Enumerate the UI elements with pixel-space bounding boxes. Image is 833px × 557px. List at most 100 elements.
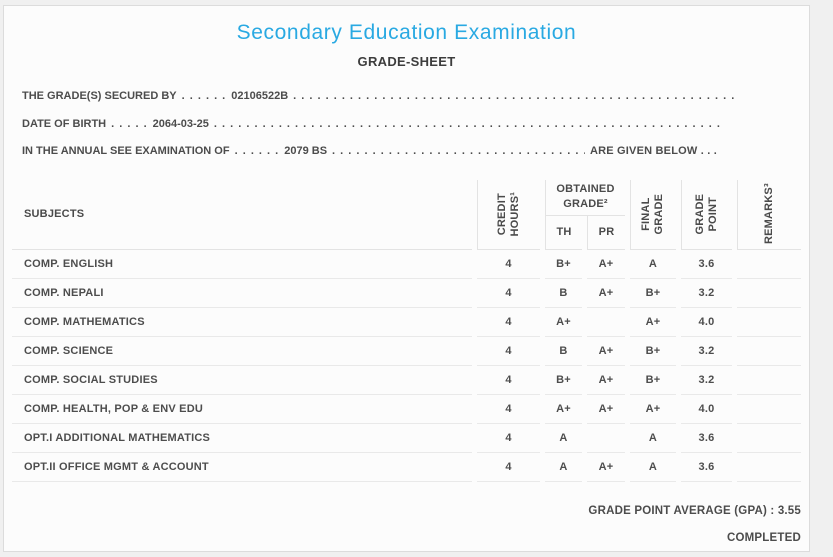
cell-credit-hours: 4	[477, 308, 540, 337]
exam-year-value: 2079 BS	[284, 145, 328, 157]
info-label: THE GRADE(S) SECURED BY	[22, 90, 177, 102]
dot-leader: . . . . .	[111, 117, 148, 130]
cell-pr-grade: A+	[587, 337, 625, 366]
cell-grade-point: 3.6	[681, 424, 732, 453]
cell-pr-grade	[587, 308, 625, 337]
cell-pr-grade: A+	[587, 366, 625, 395]
cell-grade-point: 3.6	[681, 453, 732, 482]
cell-grade-point: 3.6	[681, 250, 732, 279]
gpa-line: GRADE POINT AVERAGE (GPA) : 3.55	[588, 504, 801, 517]
cell-credit-hours: 4	[477, 424, 540, 453]
cell-pr-grade	[587, 424, 625, 453]
header-obtained-grade-label: OBTAINED GRADE²	[556, 183, 615, 210]
header-remarks: REMARKS³	[737, 179, 801, 250]
page-title: Secondary Education Examination	[236, 21, 577, 44]
grades-table: SUBJECTS CREDIT HOURS¹ OBTAINED GRADE² T…	[12, 179, 801, 482]
header-credit-hours-label: CREDIT HOURS¹	[495, 191, 521, 237]
header-th: TH	[545, 215, 582, 250]
table-row: COMP. HEALTH, POP & ENV EDU 4 A+ A+ A+ 4…	[12, 395, 801, 424]
cell-grade-point: 3.2	[681, 279, 732, 308]
cell-grade-point: 4.0	[681, 308, 732, 337]
summary-section: GRADE POINT AVERAGE (GPA) : 3.55 COMPLET…	[12, 498, 801, 552]
cell-th-grade: A	[545, 424, 582, 453]
cell-final-grade: A+	[630, 308, 676, 337]
cell-th-grade: A+	[545, 395, 582, 424]
cell-credit-hours: 4	[477, 250, 540, 279]
info-suffix: ARE GIVEN BELOW . . .	[589, 145, 717, 157]
cell-grade-point: 3.2	[681, 337, 732, 366]
dot-leader: . . . . . .	[181, 90, 227, 102]
header-pr: PR	[587, 215, 625, 250]
cell-final-grade: A	[630, 424, 676, 453]
table-row: COMP. ENGLISH 4 B+ A+ A 3.6	[12, 250, 801, 279]
cell-remarks	[737, 424, 801, 453]
table-row: COMP. SCIENCE 4 B A+ B+ 3.2	[12, 337, 801, 366]
student-info-section: THE GRADE(S) SECURED BY . . . . . . 0210…	[12, 90, 801, 173]
status-completed: COMPLETED	[727, 531, 801, 544]
cell-subject: COMP. NEPALI	[12, 279, 472, 308]
cell-remarks	[737, 366, 801, 395]
cell-final-grade: B+	[630, 279, 676, 308]
cell-th-grade: B	[545, 279, 582, 308]
info-line-secured-by: THE GRADE(S) SECURED BY . . . . . . 0210…	[12, 90, 739, 118]
cell-th-grade: B+	[545, 250, 582, 279]
table-row: COMP. MATHEMATICS 4 A+ A+ 4.0	[12, 308, 801, 337]
cell-pr-grade: A+	[587, 250, 625, 279]
header-grade-point-label: GRADE POINT	[693, 193, 719, 235]
page-subtitle: GRADE-SHEET	[357, 54, 456, 69]
header-final-grade-label: FINAL GRADE	[640, 193, 666, 235]
date-of-birth-value: 2064-03-25	[152, 117, 209, 130]
table-row: OPT.I ADDITIONAL MATHEMATICS 4 A A 3.6	[12, 424, 801, 453]
header-obtained-grade: OBTAINED GRADE²	[545, 179, 625, 216]
dot-leader: . . . . . .	[234, 145, 280, 157]
dot-leader-fill: . . . . . . . . . . . . . . . . . . . . …	[332, 145, 585, 157]
header-final-grade: FINAL GRADE	[630, 179, 676, 250]
info-label: DATE OF BIRTH	[22, 117, 107, 130]
info-line-date-of-birth: DATE OF BIRTH . . . . . 2064-03-25 . . .…	[12, 118, 724, 146]
table-row: COMP. SOCIAL STUDIES 4 B+ A+ B+ 3.2	[12, 366, 801, 395]
info-line-examination-year: IN THE ANNUAL SEE EXAMINATION OF . . . .…	[12, 145, 717, 173]
cell-credit-hours: 4	[477, 337, 540, 366]
symbol-number-value: 02106522B	[231, 90, 289, 102]
cell-final-grade: A	[630, 453, 676, 482]
cell-credit-hours: 4	[477, 453, 540, 482]
header-subjects: SUBJECTS	[12, 180, 472, 250]
grade-sheet-card: Secondary Education Examination GRADE-SH…	[3, 5, 810, 552]
table-header: SUBJECTS CREDIT HOURS¹ OBTAINED GRADE² T…	[12, 179, 801, 250]
cell-subject: OPT.I ADDITIONAL MATHEMATICS	[12, 424, 472, 453]
info-label: IN THE ANNUAL SEE EXAMINATION OF	[22, 145, 230, 157]
dot-leader-fill: . . . . . . . . . . . . . . . . . . . . …	[213, 117, 724, 130]
cell-credit-hours: 4	[477, 366, 540, 395]
cell-subject: COMP. HEALTH, POP & ENV EDU	[12, 395, 472, 424]
cell-subject: COMP. ENGLISH	[12, 250, 472, 279]
cell-credit-hours: 4	[477, 279, 540, 308]
cell-th-grade: B+	[545, 366, 582, 395]
cell-grade-point: 3.2	[681, 366, 732, 395]
header-credit-hours: CREDIT HOURS¹	[477, 179, 540, 250]
header-grade-point: GRADE POINT	[681, 179, 732, 250]
cell-subject: COMP. SCIENCE	[12, 337, 472, 366]
cell-pr-grade: A+	[587, 279, 625, 308]
cell-final-grade: B+	[630, 366, 676, 395]
cell-remarks	[737, 308, 801, 337]
cell-remarks	[737, 279, 801, 308]
table-body: COMP. ENGLISH 4 B+ A+ A 3.6 COMP. NEPALI…	[12, 250, 801, 482]
cell-final-grade: B+	[630, 337, 676, 366]
cell-remarks	[737, 250, 801, 279]
table-row: COMP. NEPALI 4 B A+ B+ 3.2	[12, 279, 801, 308]
cell-subject: COMP. MATHEMATICS	[12, 308, 472, 337]
cell-grade-point: 4.0	[681, 395, 732, 424]
dot-leader-fill: . . . . . . . . . . . . . . . . . . . . …	[293, 90, 739, 102]
cell-pr-grade: A+	[587, 395, 625, 424]
cell-subject: OPT.II OFFICE MGMT & ACCOUNT	[12, 453, 472, 482]
cell-final-grade: A	[630, 250, 676, 279]
cell-th-grade: B	[545, 337, 582, 366]
cell-th-grade: A	[545, 453, 582, 482]
cell-final-grade: A+	[630, 395, 676, 424]
cell-remarks	[737, 453, 801, 482]
cell-pr-grade: A+	[587, 453, 625, 482]
table-row: OPT.II OFFICE MGMT & ACCOUNT 4 A A+ A 3.…	[12, 453, 801, 482]
cell-remarks	[737, 337, 801, 366]
cell-subject: COMP. SOCIAL STUDIES	[12, 366, 472, 395]
cell-remarks	[737, 395, 801, 424]
